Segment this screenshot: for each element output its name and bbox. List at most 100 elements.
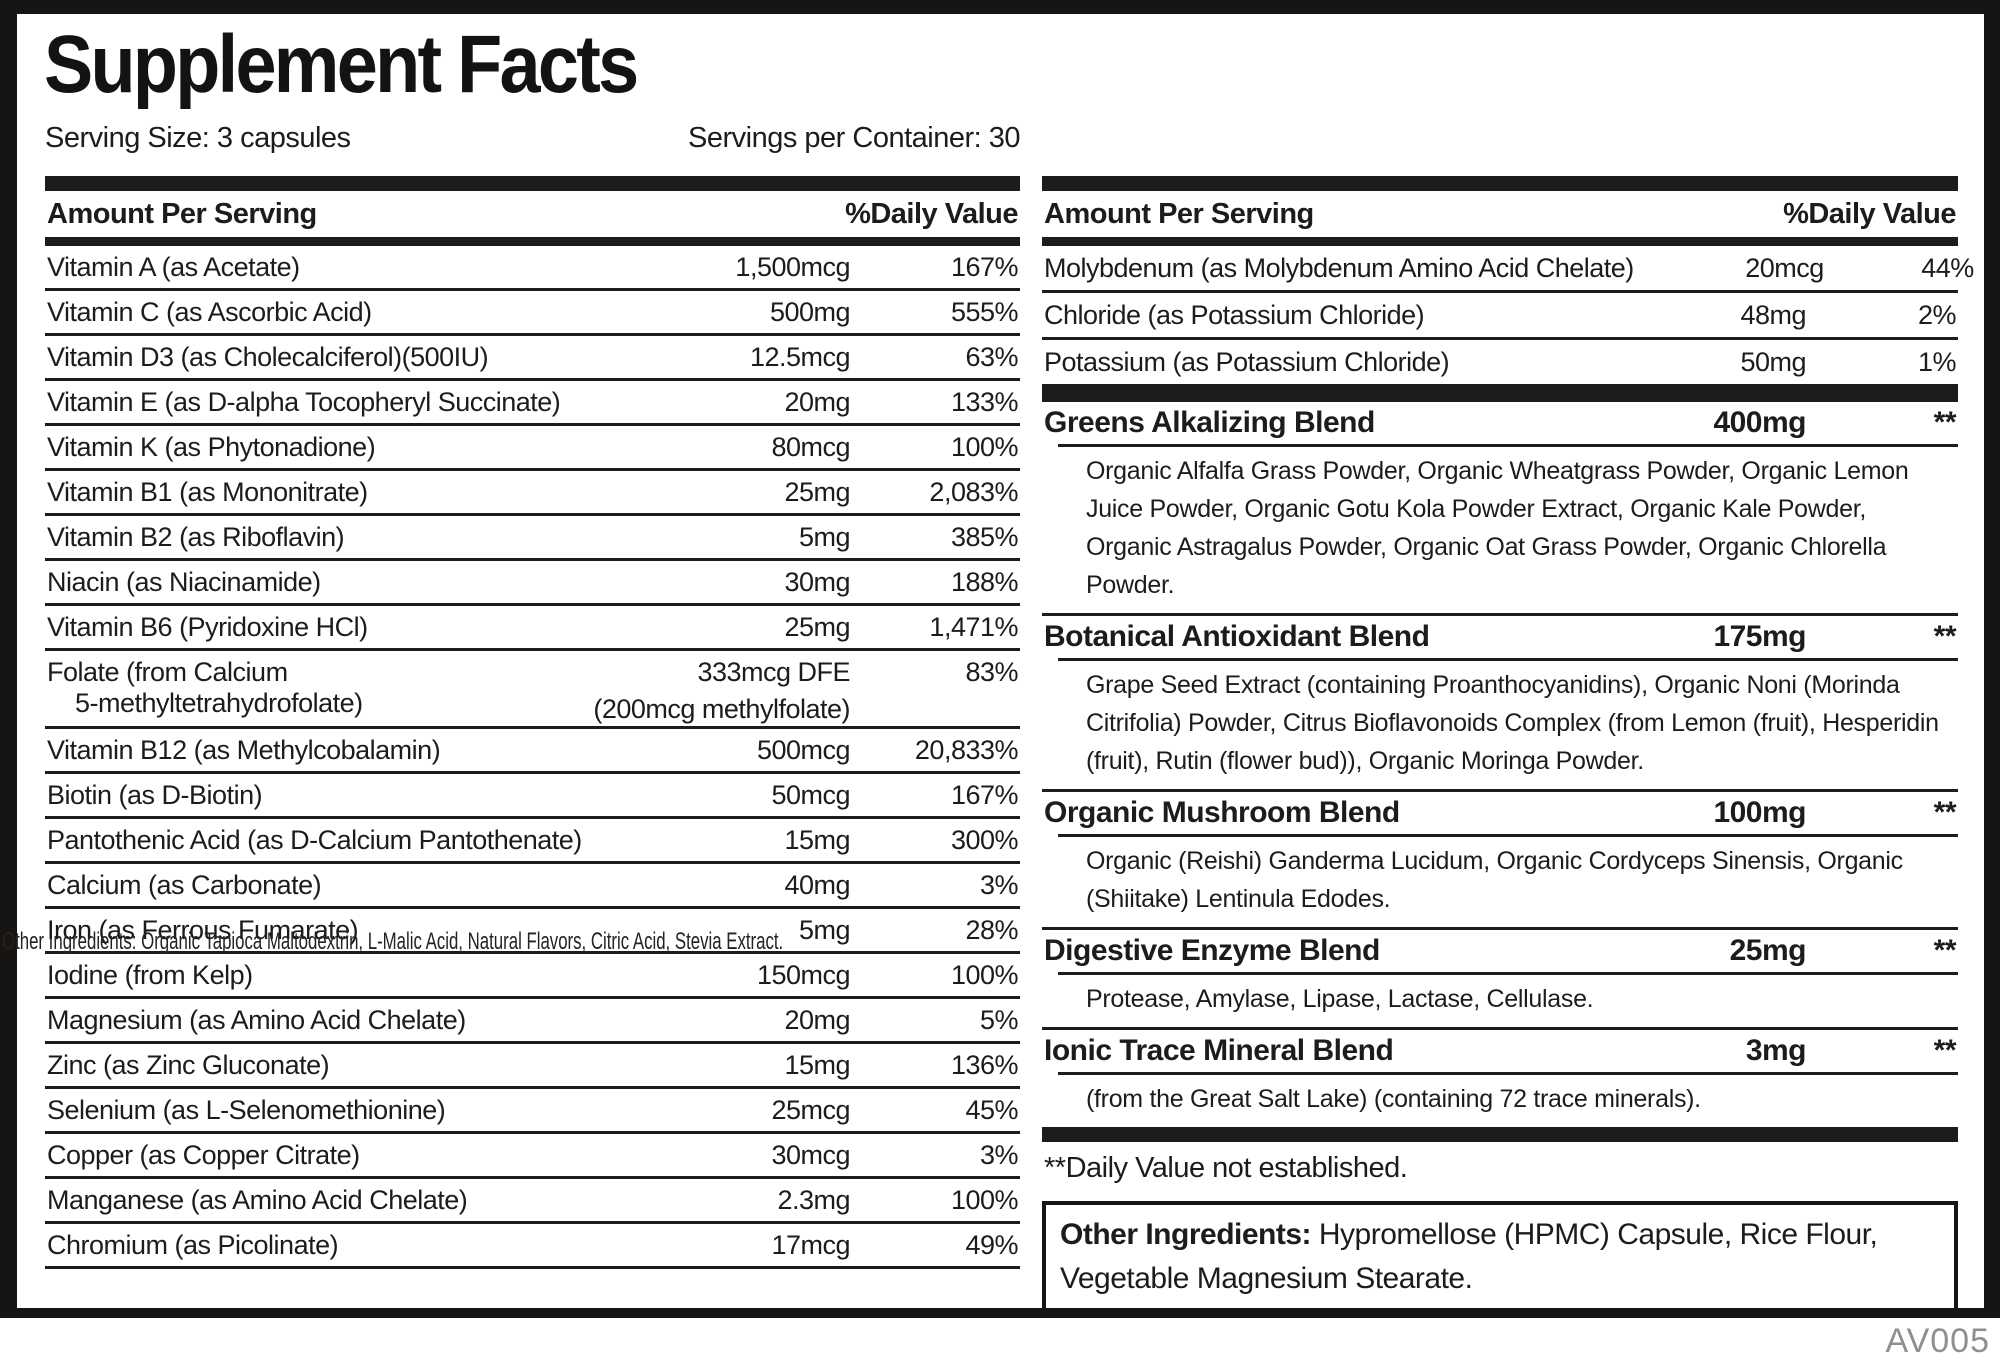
nutrient-amount-line: 5mg <box>798 915 851 945</box>
nutrient-name: Vitamin B12 (as Methylcobalamin) <box>47 735 650 766</box>
serving-size: Serving Size: 3 capsules <box>45 122 351 154</box>
nutrient-name: Zinc (as Zinc Gluconate) <box>47 1050 650 1081</box>
nutrient-name: Vitamin A (as Acetate) <box>47 252 650 283</box>
right-header-bar <box>1042 176 1958 191</box>
nutrient-amount: 150mcg <box>650 960 851 991</box>
table-row: Magnesium (as Amino Acid Chelate) 20mg 5% <box>45 999 1020 1044</box>
nutrient-name-line: Potassium (as Potassium Chloride) <box>1044 347 1450 377</box>
nutrient-name: Vitamin D3 (as Cholecalciferol)(500IU) <box>47 342 650 373</box>
nutrient-name: Vitamin E (as D-alpha Tocopheryl Succina… <box>47 387 650 418</box>
right-nutrient-table: Molybdenum (as Molybdenum Amino Acid Che… <box>1042 246 1974 387</box>
nutrient-name: Vitamin C (as Ascorbic Acid) <box>47 297 650 328</box>
nutrient-name-line: Calcium (as Carbonate) <box>47 870 322 900</box>
blend-name: Ionic Trace Mineral Blend <box>1044 1034 1394 1067</box>
table-row: Selenium (as L-Selenomethionine) 25mcg 45% <box>45 1089 1020 1134</box>
nutrient-name-line: Chromium (as Picolinate) <box>47 1230 339 1260</box>
blend-description: Protease, Amylase, Lipase, Lactase, Cell… <box>1086 985 1594 1013</box>
nutrient-name: Potassium (as Potassium Chloride) <box>1044 347 1616 378</box>
nutrient-amount-line: 333mcg DFE <box>697 657 850 687</box>
table-row: Manganese (as Amino Acid Chelate) 2.3mg 10… <box>45 1179 1020 1224</box>
nutrient-name: Vitamin B6 (Pyridoxine HCl) <box>47 612 650 643</box>
table-row: Vitamin C (as Ascorbic Acid) 500mg 555% <box>45 291 1020 336</box>
nutrient-amount: 12.5mcg <box>650 342 851 373</box>
nutrient-amount-line: 48mg <box>1740 300 1806 330</box>
nutrient-amount: 500mcg <box>650 735 851 766</box>
nutrient-daily-value: 300% <box>950 825 1019 855</box>
nutrient-amount-line: 25mcg <box>771 1095 850 1125</box>
servings-per-container: Servings per Container: 30 <box>688 122 1020 154</box>
nutrient-amount-line: 15mg <box>784 1050 850 1080</box>
amount-per-serving-header: Amount Per Serving <box>1044 197 1314 230</box>
table-row: Biotin (as D-Biotin) 50mcg 167% <box>45 774 1020 819</box>
daily-value-footnote: **Daily Value not established. <box>1044 1152 1408 1184</box>
nutrient-name-line: Vitamin K (as Phytonadione) <box>47 432 376 462</box>
blend-name: Greens Alkalizing Blend <box>1044 406 1375 439</box>
blend-amount: 3mg <box>1745 1034 1807 1067</box>
table-row: Vitamin B2 (as Riboflavin) 5mg 385% <box>45 516 1020 561</box>
nutrient-name-line: Vitamin E (as D-alpha Tocopheryl Succina… <box>47 387 561 417</box>
nutrient-amount-line: 15mg <box>784 825 850 855</box>
nutrient-amount: 50mg <box>1616 347 1806 378</box>
blend-section: Botanical Antioxidant Blend 175mg ** Grape … <box>1042 616 1958 792</box>
label-border-left <box>0 0 17 1308</box>
nutrient-amount: 5mg <box>650 522 851 553</box>
nutrient-amount-line: 80mcg <box>771 432 850 462</box>
blend-dv-asterisks: ** <box>1933 934 1957 967</box>
nutrient-name-line: Vitamin A (as Acetate) <box>47 252 300 282</box>
nutrient-amount-line: 50mg <box>1740 347 1806 377</box>
table-row: Vitamin E (as D-alpha Tocopheryl Succina… <box>45 381 1020 426</box>
blend-section: Digestive Enzyme Blend 25mg ** Protease, Am… <box>1042 930 1958 1030</box>
blend-underline <box>1058 1072 1958 1075</box>
nutrient-name: Folate (from Calcium 5-methyltetrahydrofo… <box>47 657 650 719</box>
left-nutrient-table: Vitamin A (as Acetate) 1,500mcg 167% Vitami… <box>45 246 1020 1269</box>
nutrient-name: Copper (as Copper Citrate) <box>47 1140 650 1171</box>
nutrient-name: Biotin (as D-Biotin) <box>47 780 650 811</box>
nutrient-amount-line: 2.3mg <box>777 1185 850 1215</box>
blend-name: Botanical Antioxidant Blend <box>1044 620 1430 653</box>
nutrient-amount-line: 12.5mcg <box>749 342 851 372</box>
blend-sections: Greens Alkalizing Blend 400mg ** Organic Al… <box>1042 402 1958 1127</box>
nutrient-amount: 15mg <box>650 1050 850 1081</box>
table-row: Vitamin K (as Phytonadione) 80mcg 100% <box>45 426 1020 471</box>
nutrient-name: Chloride (as Potassium Chloride) <box>1044 300 1616 331</box>
nutrient-name-line: Biotin (as D-Biotin) <box>47 780 263 810</box>
nutrient-name-line: Selenium (as L-Selenomethionine) <box>47 1095 446 1125</box>
blend-amount: 400mg <box>1713 406 1806 439</box>
table-row: Copper (as Copper Citrate) 30mcg 3% <box>45 1134 1020 1179</box>
nutrient-name-line: Zinc (as Zinc Gluconate) <box>47 1050 330 1080</box>
blend-underline <box>1058 658 1958 661</box>
left-header-underbar <box>45 237 1020 246</box>
table-row: Vitamin A (as Acetate) 1,500mcg 167% <box>45 246 1020 291</box>
table-row: Iodine (from Kelp) 150mcg 100% <box>45 954 1020 999</box>
nutrient-name: Chromium (as Picolinate) <box>47 1230 650 1261</box>
table-row: Niacin (as Niacinamide) 30mg 188% <box>45 561 1020 606</box>
nutrient-amount: 40mg <box>650 870 850 901</box>
blend-header: Organic Mushroom Blend 100mg ** <box>1042 792 1958 834</box>
nutrient-daily-value: 83% <box>965 657 1018 687</box>
left-column: Amount Per Serving %Daily Value Vitamin … <box>45 176 1020 1269</box>
blend-underline <box>1058 972 1958 975</box>
table-row: Folate (from Calcium 5-methyltetrahydrofo… <box>45 651 1020 729</box>
amount-per-serving-header: Amount Per Serving <box>47 197 317 230</box>
right-header-underbar <box>1042 237 1958 246</box>
nutrient-daily-value: 555% <box>950 297 1019 327</box>
nutrient-daily-value: 44% <box>1921 253 1974 283</box>
blend-description: Grape Seed Extract (containing Proanthoc… <box>1086 671 1939 775</box>
other-ingredients-text: Hypromellose (HPMC) Capsule, Rice Flour,… <box>1060 1218 1878 1295</box>
daily-value-header: %Daily Value <box>845 197 1018 230</box>
right-column: Amount Per Serving %Daily Value Molybden… <box>1042 176 1974 1317</box>
nutrient-name: Manganese (as Amino Acid Chelate) <box>47 1185 650 1216</box>
nutrient-amount-line: 20mg <box>784 1005 850 1035</box>
blend-header: Digestive Enzyme Blend 25mg ** <box>1042 930 1958 972</box>
nutrient-amount-line: 40mg <box>784 870 850 900</box>
nutrient-amount-line: 50mcg <box>771 780 850 810</box>
table-row: Calcium (as Carbonate) 40mg 3% <box>45 864 1020 909</box>
table-row: Vitamin B1 (as Mononitrate) 25mg 2,083% <box>45 471 1020 516</box>
nutrient-amount: 25mcg <box>650 1095 850 1126</box>
nutrient-amount: 2.3mg <box>650 1185 850 1216</box>
blend-name: Organic Mushroom Blend <box>1044 796 1400 829</box>
label-border-bottom <box>0 1308 2000 1318</box>
nutrient-name: Vitamin K (as Phytonadione) <box>47 432 650 463</box>
nutrient-amount-line: 5mg <box>798 522 851 552</box>
blend-section: Greens Alkalizing Blend 400mg ** Organic Al… <box>1042 402 1958 616</box>
